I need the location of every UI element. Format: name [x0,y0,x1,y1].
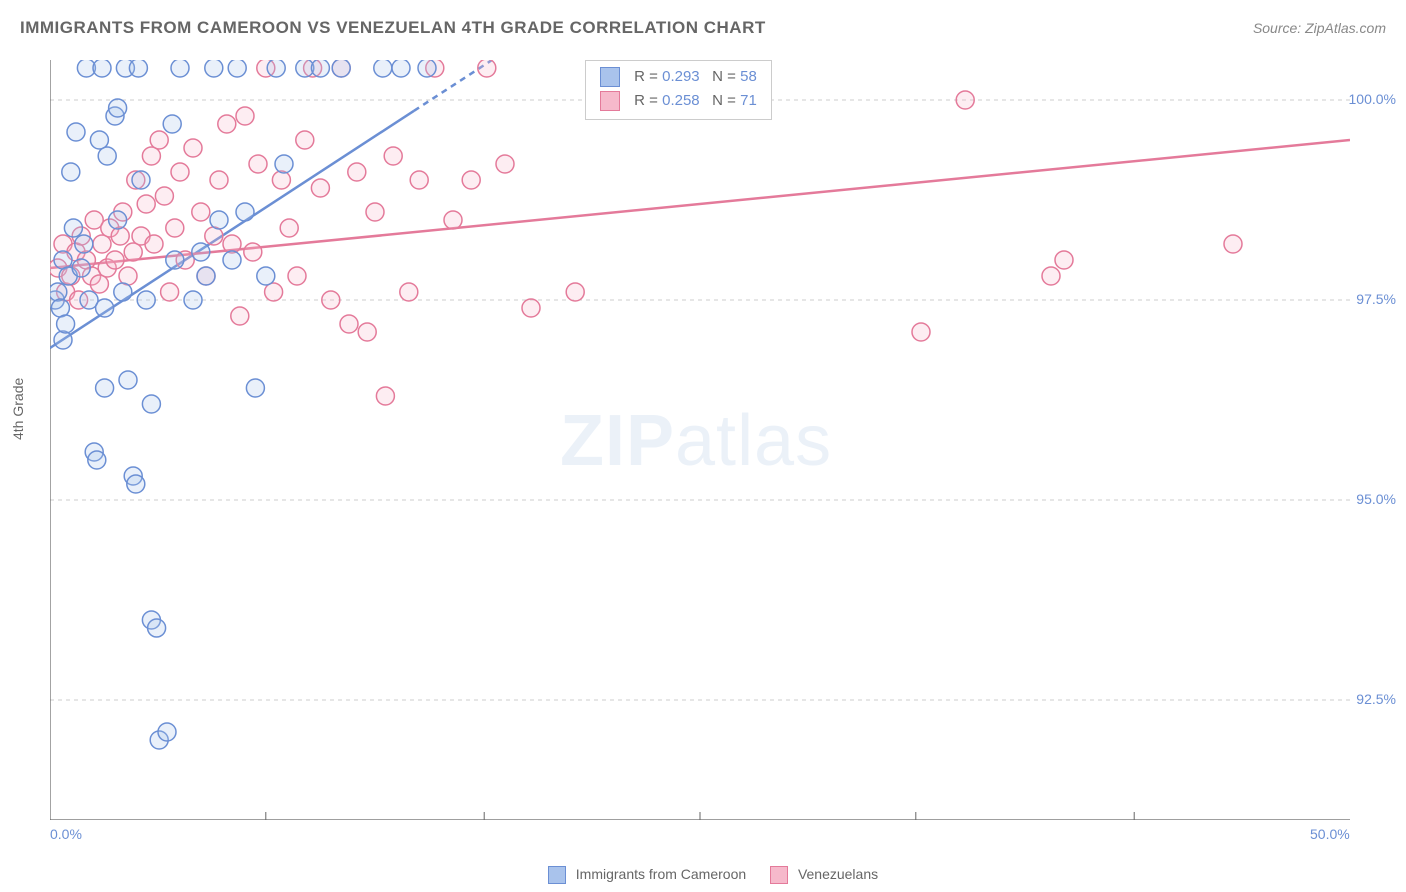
swatch-icon [770,866,788,884]
swatch-icon [548,866,566,884]
scatter-plot-svg [50,60,1350,820]
legend-label-venezuelans: Venezuelans [798,866,878,882]
chart-title: IMMIGRANTS FROM CAMEROON VS VENEZUELAN 4… [20,18,766,38]
legend-label-cameroon: Immigrants from Cameroon [576,866,746,882]
y-tick-label: 97.5% [1356,291,1396,307]
stats-row-venezuelans: R = 0.258 N = 71 [600,89,757,113]
swatch-icon [600,67,620,87]
y-tick-label: 100.0% [1349,91,1396,107]
x-tick-label: 0.0% [50,826,82,842]
chart-plot-area [50,60,1350,820]
source-attribution: Source: ZipAtlas.com [1253,20,1386,36]
stats-row-cameroon: R = 0.293 N = 58 [600,65,757,89]
bottom-legend: Immigrants from Cameroon Venezuelans [0,866,1406,884]
correlation-stats-legend: R = 0.293 N = 58 R = 0.258 N = 71 [585,60,772,120]
x-tick-label: 50.0% [1310,826,1350,842]
y-tick-label: 95.0% [1356,491,1396,507]
swatch-icon [600,91,620,111]
y-axis-label: 4th Grade [10,378,26,440]
y-tick-label: 92.5% [1356,691,1396,707]
